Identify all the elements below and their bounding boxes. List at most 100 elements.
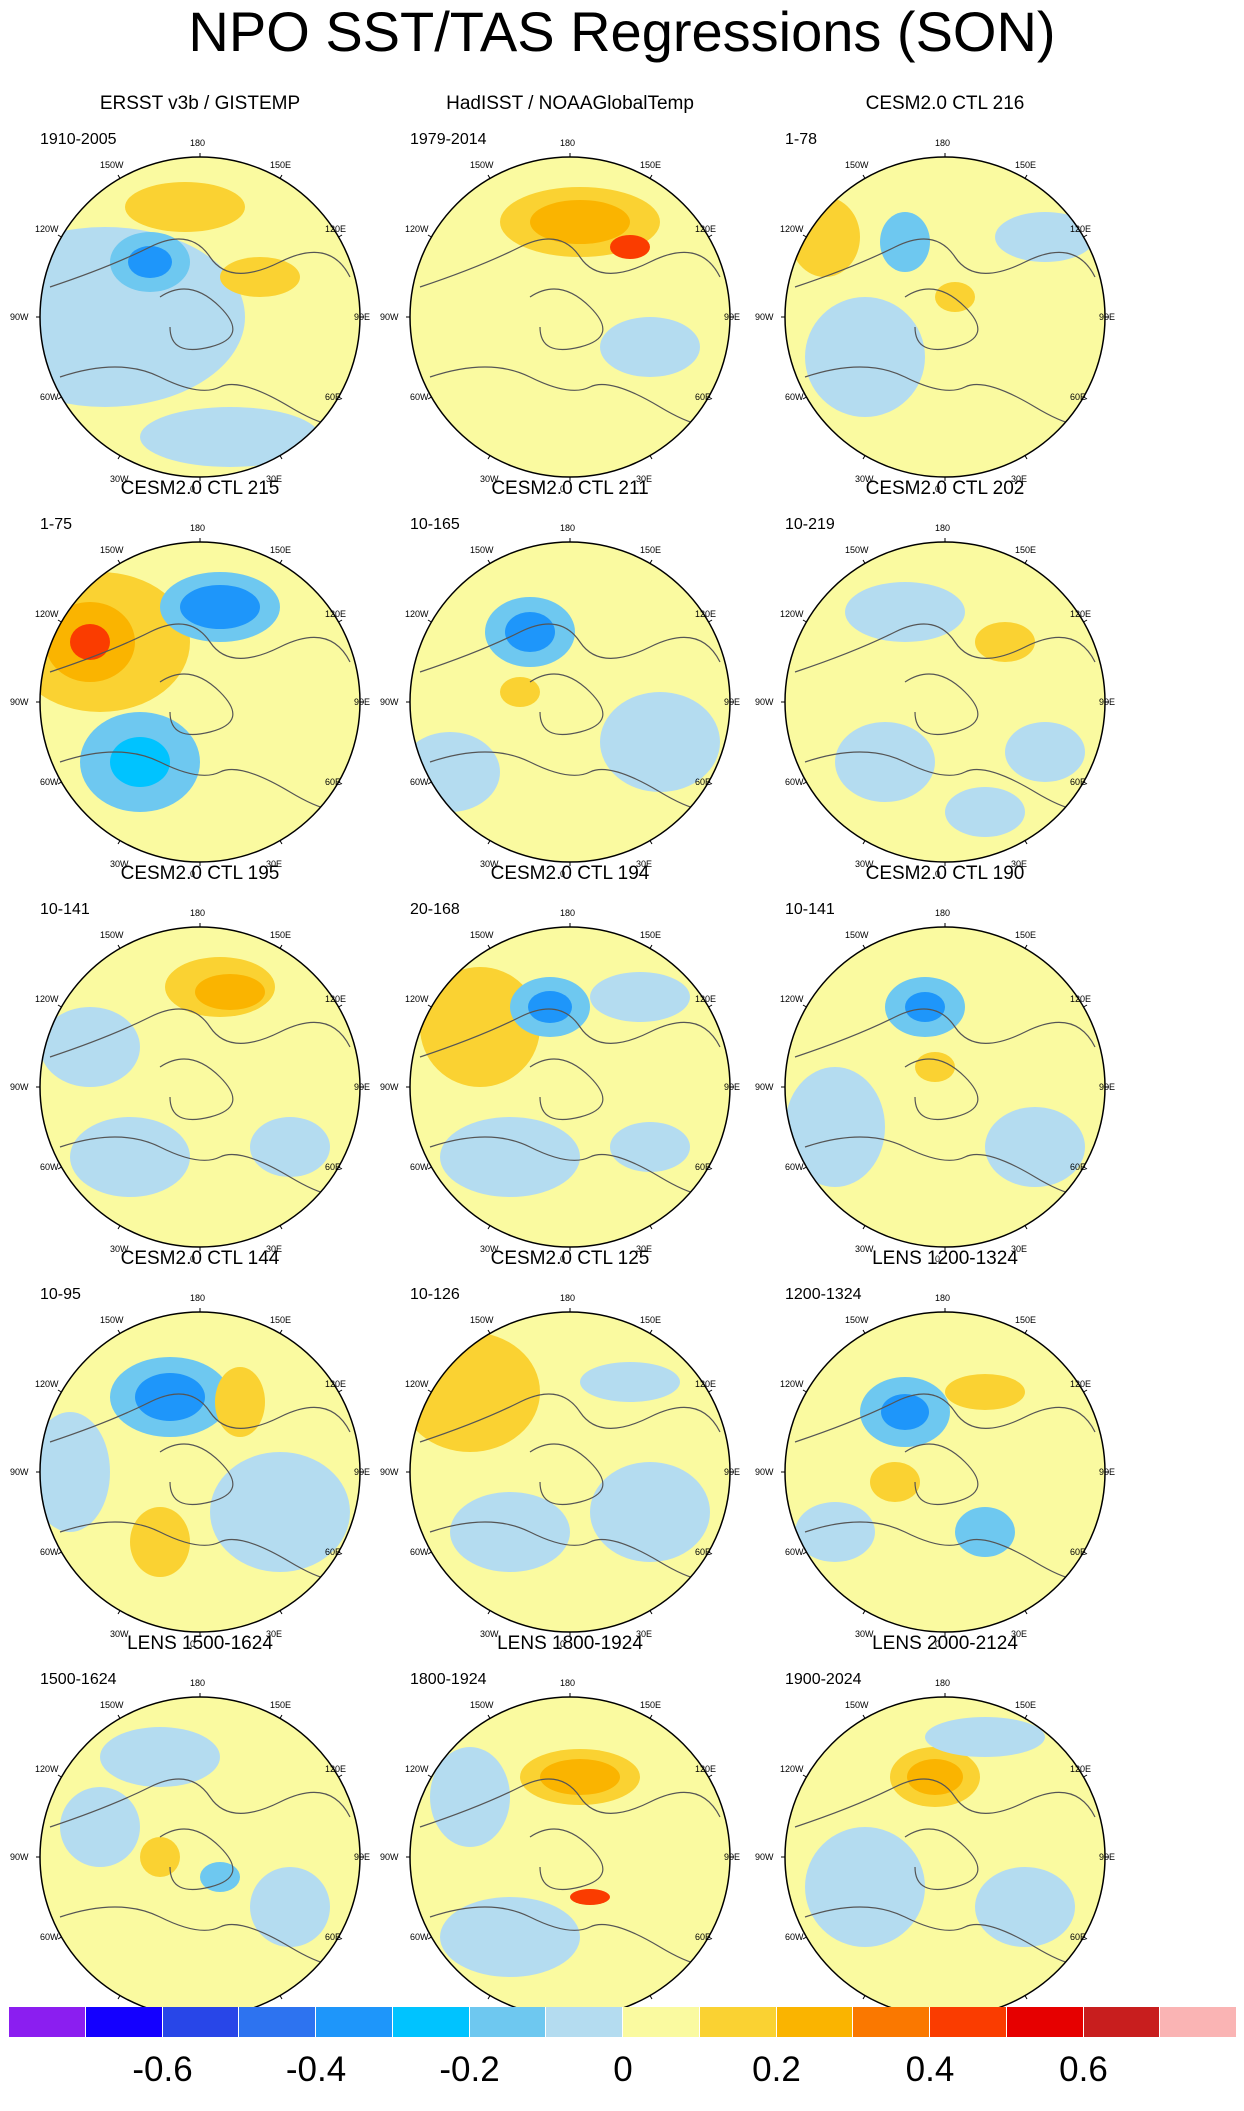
longitude-label: 150E — [1015, 1315, 1037, 1325]
longitude-label: 180 — [935, 1678, 951, 1688]
colorbar-tick-label: 0.2 — [752, 2050, 801, 2089]
longitude-tick — [1024, 174, 1028, 179]
longitude-label: 150E — [270, 1315, 292, 1325]
colorbar-swatch — [469, 2007, 547, 2037]
colorbar-swatch — [776, 2007, 854, 2037]
map-panel: LENS 2000-2124 1900-2024 180 150E 120E 90E 60E… — [745, 1633, 1145, 2035]
longitude-tick — [708, 619, 713, 623]
longitude-label: 60E — [695, 1547, 712, 1557]
longitude-label: 90E — [724, 697, 741, 707]
longitude-label: 180 — [935, 138, 951, 148]
longitude-label: 120W — [35, 1764, 59, 1774]
longitude-label: 150W — [845, 1315, 869, 1325]
panel-title: CESM2.0 CTL 190 — [865, 863, 1025, 884]
panel-period: 1910-2005 — [40, 131, 117, 148]
longitude-label: 60E — [695, 1162, 712, 1172]
longitude-label: 150W — [845, 160, 869, 170]
longitude-label: 0 — [560, 484, 566, 494]
longitude-tick — [427, 396, 432, 400]
map-background-fill — [785, 1312, 1105, 1632]
colorbar-swatch — [392, 2007, 470, 2037]
longitude-label: 180 — [935, 523, 951, 533]
colorbar-swatch — [239, 2007, 316, 2037]
colorbar-swatch — [699, 2007, 777, 2037]
anomaly-contour — [945, 1374, 1025, 1410]
longitude-label: 150E — [270, 930, 292, 940]
longitude-label: 150E — [640, 930, 662, 940]
longitude-tick — [802, 1389, 807, 1393]
polar-map — [406, 1308, 734, 1636]
polar-map — [781, 1693, 1109, 2021]
polar-map — [406, 923, 734, 1251]
longitude-tick — [708, 234, 713, 238]
longitude-tick — [1024, 455, 1028, 460]
longitude-label: 90E — [724, 1467, 741, 1477]
longitude-label: 30E — [1011, 1244, 1028, 1254]
polar-map — [36, 538, 364, 866]
longitude-label: 60E — [1070, 1547, 1087, 1557]
longitude-label: 120E — [1070, 1764, 1092, 1774]
map-panel: LENS 1500-1624 1500-1624 180 150E 120E 90E 60E… — [0, 1633, 400, 2035]
longitude-tick — [802, 1004, 807, 1008]
longitude-label: 60E — [1070, 1162, 1087, 1172]
longitude-tick — [117, 840, 121, 845]
colorbar-swatch — [1083, 2007, 1161, 2037]
longitude-label: 120W — [35, 609, 59, 619]
longitude-tick — [1083, 1004, 1088, 1008]
longitude-tick — [649, 559, 653, 564]
longitude-label: 30E — [266, 1244, 283, 1254]
longitude-label: 60W — [785, 1547, 804, 1557]
longitude-label: 180 — [190, 138, 206, 148]
anomaly-contour — [935, 282, 975, 312]
longitude-label: 90W — [10, 312, 29, 322]
longitude-label: 60W — [40, 1162, 59, 1172]
anomaly-contour — [210, 1452, 350, 1572]
polar-map — [781, 538, 1109, 866]
longitude-tick — [57, 619, 62, 623]
longitude-label: 150W — [845, 545, 869, 555]
longitude-label: 60E — [695, 777, 712, 787]
coastline — [794, 1778, 1096, 1966]
longitude-label: 120W — [405, 609, 429, 619]
map-panel: ERSST v3b / GISTEMP 1910-2005 180 150E 120E 9… — [0, 93, 400, 495]
longitude-tick — [487, 559, 491, 564]
anomaly-contour — [505, 612, 555, 652]
longitude-label: 90W — [10, 1852, 29, 1862]
longitude-label: 90W — [755, 1467, 774, 1477]
longitude-label: 0 — [935, 484, 941, 494]
longitude-tick — [1083, 619, 1088, 623]
longitude-tick — [487, 1714, 491, 1719]
map-panel: LENS 1200-1324 1200-1324 180 150E 120E 90E 60E… — [745, 1248, 1145, 1650]
longitude-label: 60W — [40, 392, 59, 402]
longitude-tick — [649, 1995, 653, 2000]
anomaly-contour — [135, 1373, 205, 1421]
longitude-tick — [862, 174, 866, 179]
longitude-label: 90W — [755, 312, 774, 322]
longitude-tick — [338, 781, 343, 785]
anomaly-contour — [600, 317, 700, 377]
longitude-tick — [487, 840, 491, 845]
longitude-tick — [338, 1551, 343, 1555]
coastline — [419, 1393, 721, 1581]
longitude-tick — [862, 559, 866, 564]
longitude-tick — [279, 1995, 283, 2000]
longitude-label: 90W — [10, 697, 29, 707]
colorbar-swatch — [1006, 2007, 1084, 2037]
polar-map — [781, 153, 1109, 481]
longitude-tick — [57, 781, 62, 785]
polar-map — [781, 923, 1109, 1251]
longitude-tick — [279, 455, 283, 460]
longitude-label: 90W — [380, 1852, 399, 1862]
coastline — [419, 623, 721, 811]
longitude-label: 30E — [1011, 1629, 1028, 1639]
panel-title: CESM2.0 CTL 125 — [490, 1248, 650, 1269]
coastline — [794, 1008, 1096, 1196]
longitude-label: 150W — [845, 930, 869, 940]
panel-title: CESM2.0 CTL 202 — [865, 478, 1025, 499]
map-panel: CESM2.0 CTL 194 20-168 180 150E 120E 90E 60E 30… — [370, 863, 770, 1265]
anomaly-contour — [140, 1837, 180, 1877]
longitude-label: 30E — [1011, 474, 1028, 484]
longitude-tick — [649, 1610, 653, 1615]
longitude-label: 0 — [190, 484, 196, 494]
longitude-tick — [487, 1995, 491, 2000]
